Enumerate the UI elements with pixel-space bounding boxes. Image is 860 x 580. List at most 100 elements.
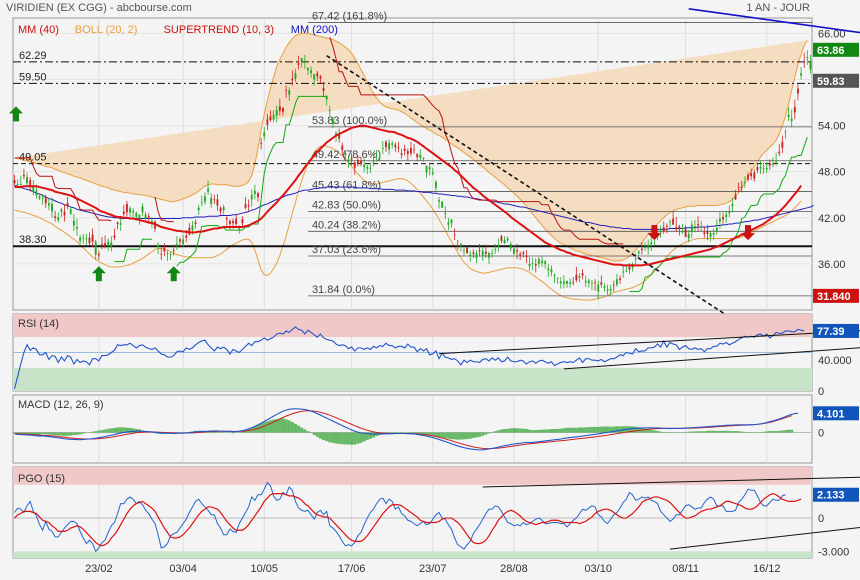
macd-histogram-bar bbox=[655, 430, 660, 433]
pgo-value-badge bbox=[813, 487, 859, 502]
candle bbox=[313, 74, 316, 86]
macd-histogram-bar bbox=[705, 430, 710, 433]
candle-body bbox=[63, 211, 66, 216]
macd-histogram-bar bbox=[41, 432, 45, 434]
candle-body bbox=[378, 157, 381, 159]
macd-histogram-bar bbox=[456, 432, 460, 440]
candle bbox=[528, 256, 531, 271]
pgo-tick-label: -3.000 bbox=[818, 546, 849, 558]
candle-body bbox=[166, 253, 169, 254]
candle bbox=[353, 161, 356, 175]
candle-body bbox=[307, 67, 309, 71]
macd-histogram-bar bbox=[424, 432, 429, 436]
macd-histogram-bar bbox=[649, 429, 653, 433]
rsi-overbought-zone bbox=[13, 314, 812, 338]
candle-body bbox=[29, 180, 32, 187]
candle bbox=[500, 234, 503, 244]
candle-body bbox=[266, 119, 269, 125]
candle bbox=[456, 240, 459, 251]
candle bbox=[125, 200, 128, 217]
candle-body bbox=[494, 249, 497, 251]
macd-histogram-bar bbox=[693, 431, 697, 433]
fibonacci-label: 40.24 (38.2%) bbox=[312, 219, 381, 231]
candle-body bbox=[356, 160, 359, 164]
candle bbox=[356, 155, 359, 167]
candle bbox=[378, 151, 381, 162]
candle-body bbox=[338, 134, 341, 139]
macd-histogram-bar bbox=[290, 421, 294, 433]
candle bbox=[466, 246, 469, 254]
candle bbox=[750, 168, 753, 181]
candle bbox=[803, 52, 806, 68]
candle bbox=[450, 219, 453, 228]
candle bbox=[363, 158, 366, 173]
macd-histogram-bar bbox=[128, 427, 132, 433]
candle-body bbox=[235, 218, 238, 224]
candle bbox=[272, 110, 275, 123]
candle bbox=[606, 284, 609, 295]
candle bbox=[494, 243, 497, 254]
candle bbox=[250, 189, 253, 207]
candle-body bbox=[185, 235, 188, 238]
candle-body bbox=[768, 163, 771, 166]
candle-body bbox=[478, 250, 481, 251]
candle-body bbox=[553, 275, 556, 277]
macd-histogram-bar bbox=[574, 427, 578, 433]
macd-histogram-bar bbox=[790, 429, 794, 433]
candle bbox=[285, 85, 288, 98]
macd-histogram-bar bbox=[453, 432, 457, 440]
candle bbox=[263, 127, 266, 141]
candle-body bbox=[694, 226, 696, 228]
candle-body bbox=[672, 218, 675, 225]
candle bbox=[110, 236, 113, 252]
pgo-trendline bbox=[482, 476, 860, 488]
macd-histogram-bar bbox=[559, 428, 563, 433]
macd-histogram-bar bbox=[774, 431, 778, 433]
candle-body bbox=[756, 167, 759, 171]
candle bbox=[307, 67, 309, 75]
candle-body bbox=[416, 154, 419, 158]
candle bbox=[587, 278, 590, 288]
candle-body bbox=[725, 214, 728, 218]
reference-line-label: 49.05 bbox=[19, 152, 47, 164]
candle-body bbox=[603, 286, 606, 288]
candle-body bbox=[413, 149, 415, 151]
candle bbox=[722, 212, 724, 224]
macd-histogram-bar bbox=[787, 429, 791, 433]
candle bbox=[385, 140, 387, 152]
macd-histogram-bar bbox=[780, 430, 784, 433]
candle-body bbox=[375, 155, 378, 157]
candle-body bbox=[275, 110, 278, 116]
candle bbox=[669, 219, 671, 228]
candle-body bbox=[328, 110, 331, 112]
candle bbox=[338, 128, 341, 143]
candle bbox=[269, 110, 272, 122]
chart-title: VIRIDIEN (EX CGG) - abcbourse.com bbox=[6, 2, 192, 14]
macd-histogram-bar bbox=[312, 432, 316, 435]
candle-body bbox=[450, 219, 453, 224]
candle bbox=[66, 197, 69, 210]
candle-body bbox=[594, 282, 597, 284]
macd-histogram-bar bbox=[718, 430, 722, 433]
candle-body bbox=[54, 216, 57, 218]
candle bbox=[297, 55, 300, 70]
candle-body bbox=[428, 167, 431, 170]
x-tick-label: 03/10 bbox=[584, 563, 612, 575]
macd-histogram-bar bbox=[499, 429, 504, 433]
macd-histogram-bar bbox=[56, 432, 60, 436]
candle bbox=[347, 155, 350, 168]
candle-body bbox=[747, 174, 749, 180]
candle-body bbox=[687, 233, 690, 239]
candle bbox=[260, 137, 263, 150]
candle-body bbox=[291, 78, 294, 81]
candle bbox=[76, 218, 78, 236]
macd-histogram-bar bbox=[512, 428, 516, 433]
candle bbox=[491, 249, 494, 258]
candle bbox=[328, 105, 331, 118]
candle-body bbox=[472, 252, 475, 254]
candle-body bbox=[253, 190, 256, 194]
candle-body bbox=[406, 150, 409, 155]
candle bbox=[728, 205, 731, 218]
candle-body bbox=[463, 250, 465, 251]
rsi-panel: 040.00080RSI (14)77.39 bbox=[13, 314, 860, 398]
